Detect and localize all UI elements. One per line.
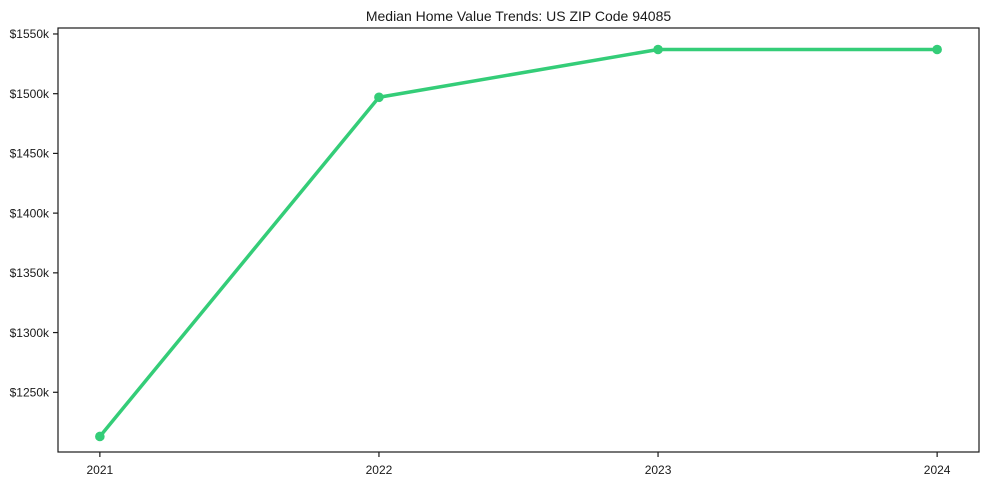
y-tick-label: $1500k [10, 87, 50, 101]
y-tick-label: $1350k [10, 266, 50, 280]
y-tick-label: $1400k [10, 206, 50, 220]
chart-title: Median Home Value Trends: US ZIP Code 94… [366, 8, 672, 24]
x-tick-label: 2021 [87, 463, 114, 477]
x-tick-label: 2022 [366, 463, 393, 477]
trend-line [98, 47, 939, 439]
y-tick-label: $1300k [10, 326, 50, 340]
y-tick-label: $1450k [10, 147, 50, 161]
x-tick-label: 2024 [924, 463, 951, 477]
plot-area: $1250k $1300k $1350k $1400k $1450k $1500k $155… [10, 27, 980, 477]
data-point-2021 [95, 431, 105, 442]
data-point-2023 [653, 44, 663, 55]
y-tick-label: $1250k [10, 385, 50, 399]
data-point-2022 [374, 92, 384, 103]
plot-frame [57, 27, 980, 453]
data-point-2024 [932, 44, 942, 55]
y-tick-label: $1550k [10, 27, 50, 41]
x-tick-label: 2023 [645, 463, 672, 477]
